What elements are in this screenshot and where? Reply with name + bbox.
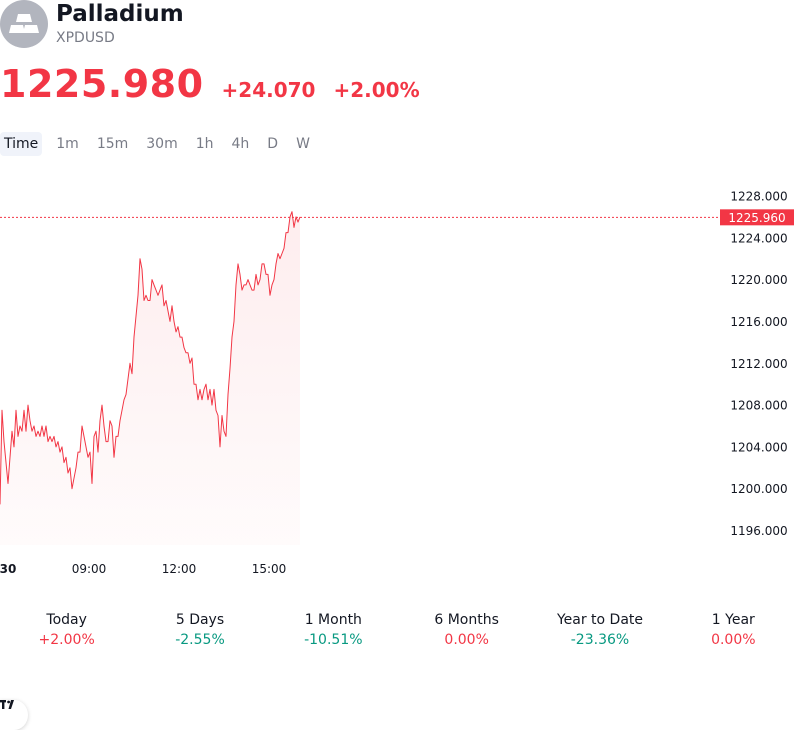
y-tick-label: 1220.000	[730, 273, 787, 287]
perf-value: +2.00%	[38, 632, 95, 648]
tab-w[interactable]: W	[296, 136, 310, 152]
last-price: 1225.980	[0, 62, 204, 106]
symbol-name: Palladium	[56, 1, 184, 27]
perf-1-year[interactable]: 1 Year 0.00%	[667, 610, 800, 652]
x-tick-label: 12:00	[162, 562, 197, 576]
y-tick-label: 1200.000	[730, 482, 787, 496]
tab-d[interactable]: D	[267, 136, 279, 152]
y-tick-label: 1208.000	[730, 399, 787, 413]
price-quote: 1225.980 +24.070 +2.00%	[0, 62, 420, 110]
y-tick-label: 1204.000	[730, 440, 787, 454]
perf-label: 1 Year	[711, 612, 755, 628]
price-line	[0, 211, 301, 505]
price-chart[interactable]: 1225.960 1228.000 1224.000 1220.000 1216.00…	[0, 180, 800, 730]
perf-value: -10.51%	[304, 632, 363, 648]
tradingview-logo-icon[interactable]	[0, 700, 28, 730]
tab-30m[interactable]: 30m	[146, 136, 178, 152]
tab-time[interactable]: Time	[0, 132, 43, 156]
perf-label: 5 Days	[175, 612, 225, 628]
tab-1m[interactable]: 1m	[56, 136, 79, 152]
tab-1h[interactable]: 1h	[195, 136, 214, 152]
y-tick-label: 1228.000	[730, 190, 787, 204]
price-chart-svg[interactable]: 1225.960 1228.000 1224.000 1220.000 1216.00…	[0, 180, 800, 585]
perf-value: -2.55%	[175, 632, 225, 648]
y-tick-label: 1216.000	[730, 315, 787, 329]
perf-1-month[interactable]: 1 Month -10.51%	[267, 610, 400, 652]
perf-value: -23.36%	[570, 632, 630, 648]
y-tick-label: 1196.000	[730, 524, 787, 538]
perf-label: Today	[46, 612, 87, 628]
price-area	[0, 211, 300, 545]
tab-15m[interactable]: 15m	[96, 136, 129, 152]
y-tick-label: 1224.000	[730, 231, 787, 245]
price-change: +24.070	[221, 78, 316, 102]
perf-today[interactable]: Today +2.00%	[0, 610, 133, 652]
price-change-percent: +2.00%	[333, 78, 420, 102]
last-price-marker	[720, 209, 794, 226]
last-price-label: 1225.960	[728, 211, 785, 225]
perf-value: 0.00%	[444, 632, 489, 648]
silver-bars-icon	[0, 0, 48, 48]
x-tick-label: 15:00	[252, 562, 287, 576]
interval-tabs: Time 1m 15m 30m 1h 4h D W	[0, 132, 324, 156]
perf-label: Year to Date	[556, 612, 643, 628]
x-tick-label: 09:00	[72, 562, 107, 576]
y-tick-label: 1212.000	[730, 357, 787, 371]
perf-year-to-date[interactable]: Year to Date -23.36%	[533, 610, 666, 652]
perf-label: 6 Months	[434, 612, 499, 628]
perf-6-months[interactable]: 6 Months 0.00%	[400, 610, 533, 652]
perf-value: 0.00%	[711, 632, 756, 648]
performance-bar: Today +2.00% 5 Days -2.55% 1 Month -10.5…	[0, 610, 800, 652]
symbol-ticker: XPDUSD	[56, 30, 115, 46]
tab-4h[interactable]: 4h	[231, 136, 250, 152]
symbol-header: Palladium XPDUSD	[0, 0, 800, 52]
perf-5-days[interactable]: 5 Days -2.55%	[133, 610, 266, 652]
perf-label: 1 Month	[304, 612, 362, 628]
x-tick-label: 30	[0, 562, 16, 576]
